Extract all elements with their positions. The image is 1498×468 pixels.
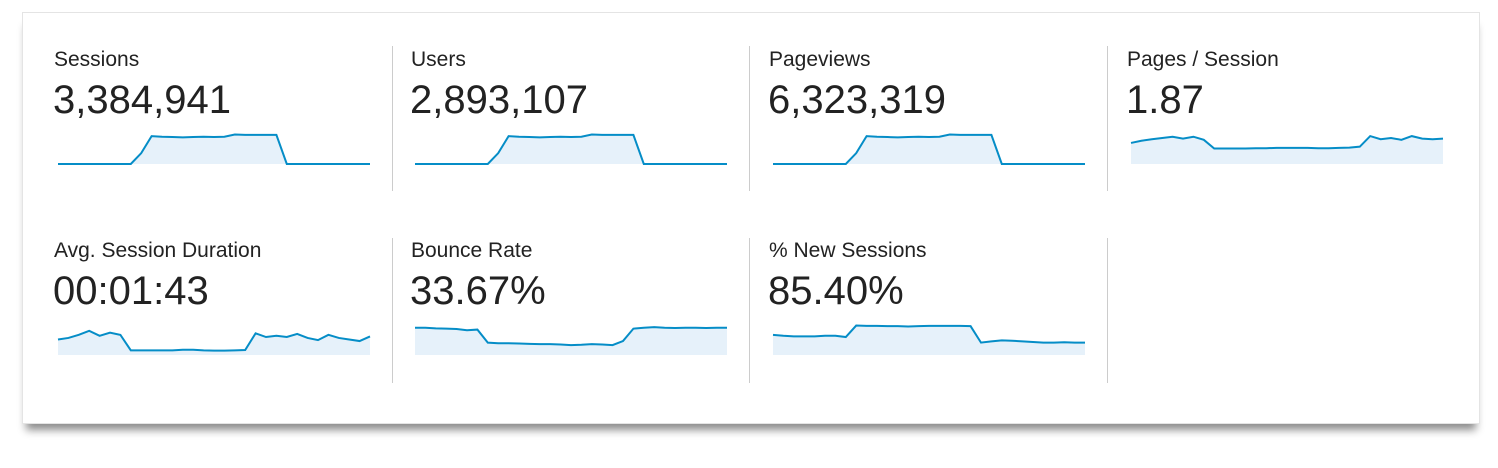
sparkline-line (415, 326, 727, 347)
metric-label: Sessions (54, 48, 140, 71)
sparkline-area (58, 134, 370, 164)
sparkline (773, 133, 1085, 165)
divider (392, 46, 393, 191)
metric-value: 2,893,107 (410, 78, 588, 122)
sparkline-area (1131, 136, 1443, 164)
sparkline (772, 324, 1085, 355)
divider (749, 238, 750, 383)
metric-label: Pages / Session (1127, 48, 1279, 71)
sparkline-area (58, 330, 370, 355)
sparkline (415, 133, 727, 165)
metric-label: Avg. Session Duration (54, 239, 262, 262)
sparkline-area (773, 134, 1085, 164)
sparkline (415, 326, 727, 355)
metric-label: % New Sessions (769, 239, 927, 262)
metric-label: Bounce Rate (411, 239, 533, 262)
sparkline-line (415, 133, 727, 165)
sparkline-area (415, 134, 727, 164)
metric-value: 3,384,941 (53, 78, 231, 122)
sparkline-area (415, 327, 727, 355)
sparkline (57, 329, 371, 355)
sparkline (1130, 134, 1444, 164)
sparkline-line (773, 133, 1085, 165)
sparkline (58, 133, 370, 165)
sparkline-area (773, 325, 1085, 355)
metric-value: 6,323,319 (768, 78, 946, 122)
sparkline-line (57, 329, 371, 352)
divider (1107, 238, 1108, 383)
metric-label: Pageviews (769, 48, 871, 71)
sparkline-line (58, 133, 370, 165)
metric-value: 00:01:43 (53, 269, 209, 313)
sparkline-line (1130, 134, 1444, 150)
divider (1107, 46, 1108, 191)
sparkline-line (772, 324, 1085, 344)
metric-value: 85.40% (768, 269, 904, 313)
divider (392, 238, 393, 383)
divider (749, 46, 750, 191)
metric-label: Users (411, 48, 466, 71)
metric-value: 1.87 (1126, 78, 1204, 122)
metric-value: 33.67% (410, 269, 546, 313)
metrics-overview-card (22, 12, 1480, 424)
